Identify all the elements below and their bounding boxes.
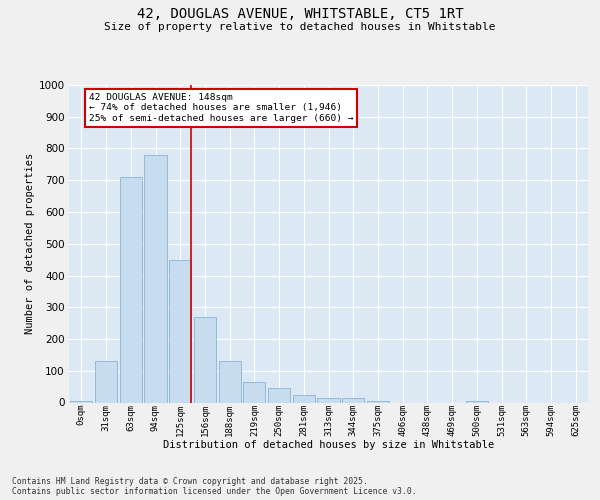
Bar	[243, 382, 265, 402]
Text: Contains HM Land Registry data © Crown copyright and database right 2025.: Contains HM Land Registry data © Crown c…	[12, 477, 368, 486]
Bar	[293, 394, 315, 402]
Bar	[268, 388, 290, 402]
Bar	[218, 361, 241, 403]
Bar	[342, 398, 364, 402]
Bar	[367, 401, 389, 402]
Bar	[194, 317, 216, 402]
Text: 42 DOUGLAS AVENUE: 148sqm
← 74% of detached houses are smaller (1,946)
25% of se: 42 DOUGLAS AVENUE: 148sqm ← 74% of detac…	[89, 93, 353, 122]
Text: Size of property relative to detached houses in Whitstable: Size of property relative to detached ho…	[104, 22, 496, 32]
X-axis label: Distribution of detached houses by size in Whitstable: Distribution of detached houses by size …	[163, 440, 494, 450]
Bar	[119, 177, 142, 402]
Bar	[145, 155, 167, 402]
Y-axis label: Number of detached properties: Number of detached properties	[25, 153, 35, 334]
Bar	[95, 361, 117, 403]
Bar	[466, 401, 488, 402]
Text: Contains public sector information licensed under the Open Government Licence v3: Contains public sector information licen…	[12, 487, 416, 496]
Bar	[317, 398, 340, 402]
Bar	[70, 401, 92, 402]
Bar	[169, 260, 191, 402]
Text: 42, DOUGLAS AVENUE, WHITSTABLE, CT5 1RT: 42, DOUGLAS AVENUE, WHITSTABLE, CT5 1RT	[137, 8, 463, 22]
